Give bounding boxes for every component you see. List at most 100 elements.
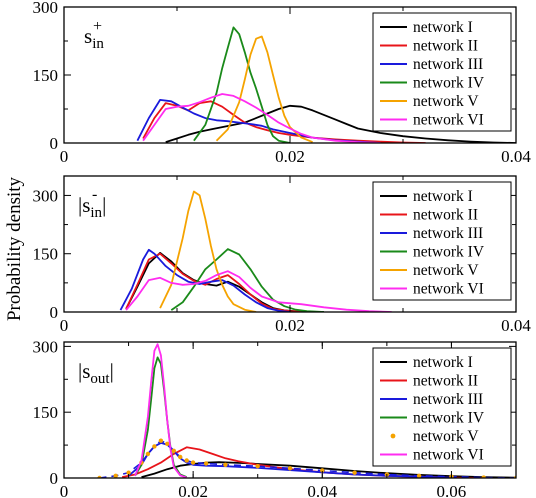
legend-item: network VI <box>380 281 484 298</box>
series-point-network-v <box>126 470 131 475</box>
series-group <box>119 190 392 312</box>
series-point-network-v <box>158 438 164 443</box>
series-point-network-v <box>255 464 260 469</box>
legend-label: network III <box>413 225 483 242</box>
series-line-network-vi <box>125 270 392 312</box>
y-tick-label: 150 <box>33 245 59 264</box>
panel-label: |sout| <box>78 359 114 387</box>
x-tick-label: 0.02 <box>178 482 208 498</box>
x-tick-label: 0 <box>60 316 69 335</box>
series-point-network-v <box>287 466 293 471</box>
series-line-network-vi <box>142 93 381 143</box>
y-axis-label: Probability density <box>4 176 25 321</box>
legend-label: network V <box>413 428 479 445</box>
legend-item: network VI <box>380 447 484 464</box>
legend-item: network V <box>390 428 479 445</box>
panel-label-superscript: + <box>93 18 102 35</box>
series-point-network-v <box>320 468 325 473</box>
legend-item: network IV <box>380 75 485 92</box>
y-tick-label: 300 <box>33 0 59 17</box>
legend-label: network VI <box>413 281 484 298</box>
series-line-network-v <box>99 439 516 478</box>
series-point-network-v <box>165 441 170 446</box>
legend-item: network I <box>380 188 473 205</box>
series-point-network-v <box>145 451 151 457</box>
panel-label-superscript: - <box>92 186 97 203</box>
legend-item: network III <box>380 391 483 408</box>
series-point-network-v <box>178 454 183 460</box>
legend-label: network V <box>413 262 479 279</box>
legend-label: network IV <box>413 244 485 261</box>
legend-label: network III <box>413 56 483 73</box>
y-tick-label: 0 <box>50 134 59 153</box>
legend-label: network IV <box>413 75 485 92</box>
legend-item: network II <box>380 373 478 390</box>
legend-item: network III <box>380 56 483 73</box>
legend-item: network I <box>380 354 473 371</box>
y-tick-label: 0 <box>50 469 59 488</box>
legend-marker <box>390 433 396 439</box>
y-tick-label: 300 <box>33 186 59 205</box>
series-point-network-v <box>352 470 357 475</box>
series-point-network-v <box>223 462 228 467</box>
series-point-network-v <box>203 461 209 466</box>
y-tick-label: 300 <box>33 337 59 356</box>
x-tick-label: 0.02 <box>275 316 305 335</box>
series-line-network-i <box>165 104 516 143</box>
panel-label: sin <box>84 24 104 52</box>
series-group <box>136 26 516 143</box>
series-line-network-vi <box>134 343 187 478</box>
panel-label: |sin| <box>78 193 106 221</box>
legend-box <box>372 181 512 301</box>
x-tick-label: 0.04 <box>501 147 531 166</box>
series-point-network-v <box>171 448 176 453</box>
series-line-network-v <box>159 190 257 312</box>
series-point-network-v <box>113 473 118 478</box>
legend-item: network V <box>380 93 479 110</box>
series-line-network-iv <box>193 26 291 143</box>
legend-label: network V <box>413 93 479 110</box>
legend-label: network I <box>413 19 473 36</box>
x-tick-label: 0.06 <box>437 482 467 498</box>
legend-label: network II <box>413 38 478 55</box>
x-tick-label: 0 <box>60 482 69 498</box>
series-point-network-v <box>184 458 189 463</box>
legend-label: network I <box>413 354 473 371</box>
legend-box <box>372 12 512 132</box>
legend-item: network VI <box>380 112 484 129</box>
legend-item: network II <box>380 207 478 224</box>
series-line-network-iii <box>136 99 381 143</box>
legend-label: network II <box>413 207 478 224</box>
legend-label: network VI <box>413 112 484 129</box>
legend-item: network III <box>380 225 483 242</box>
x-tick-label: 0.04 <box>501 316 531 335</box>
plot-frame <box>63 341 517 479</box>
y-tick-label: 0 <box>50 303 59 322</box>
series-point-network-v <box>152 444 157 449</box>
legend-box <box>372 347 512 467</box>
y-tick-label: 150 <box>33 66 59 85</box>
series-group <box>97 343 516 478</box>
legend-label: network III <box>413 391 483 408</box>
legend-item: network I <box>380 19 473 36</box>
legend-item: network IV <box>380 244 485 261</box>
legend-item: network V <box>380 262 479 279</box>
y-tick-label: 150 <box>33 403 59 422</box>
legend-label: network IV <box>413 410 485 427</box>
legend-item: network IV <box>380 410 485 427</box>
x-tick-label: 0.02 <box>275 147 305 166</box>
legend-label: network II <box>413 373 478 390</box>
x-tick-label: 0.04 <box>307 482 337 498</box>
series-point-network-v <box>190 460 196 465</box>
series-point-network-v <box>416 473 422 478</box>
series-line-network-iv <box>134 356 188 478</box>
legend-item: network II <box>380 38 478 55</box>
x-tick-label: 0 <box>60 147 69 166</box>
